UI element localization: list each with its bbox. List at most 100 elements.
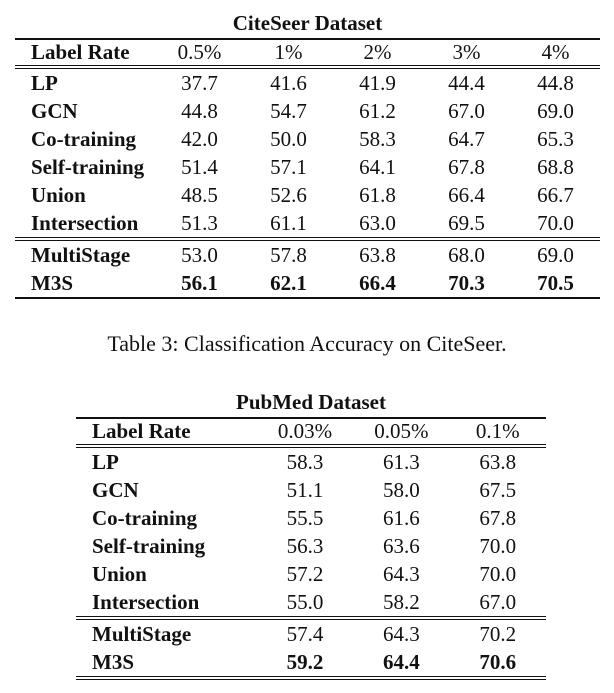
row-label: LP — [31, 70, 58, 95]
cell-value: 69.0 — [537, 242, 574, 267]
table-row-gcn: GCN 51.1 58.0 67.5 — [76, 476, 546, 504]
table-row-m3s: M3S 56.1 62.1 66.4 70.3 70.5 — [15, 269, 600, 298]
table-caption: Table 3: Classification Accuracy on Cite… — [107, 331, 507, 356]
cell-value: 63.8 — [479, 449, 517, 474]
citeseer-table-block: CiteSeer Dataset Label Rate 0.5% 1% 2% 3% 4% LP… — [0, 0, 614, 299]
cell-value: 68.8 — [537, 154, 574, 179]
cell-value: 64.4 — [383, 649, 420, 674]
cell-value: 62.1 — [270, 270, 307, 295]
cell-value: 56.3 — [286, 533, 324, 558]
cell-value: 67.8 — [479, 505, 517, 530]
table-row-intersection: Intersection 51.3 61.1 63.0 69.5 70.0 — [15, 209, 600, 239]
cell-value: 56.1 — [181, 270, 218, 295]
table-row-self-training: Self-training 51.4 57.1 64.1 67.8 68.8 — [15, 153, 600, 181]
cell-value: 63.6 — [383, 533, 420, 558]
table-row-lp: LP 58.3 61.3 63.8 — [76, 446, 546, 476]
cell-value: 57.8 — [270, 242, 307, 267]
citeseer-table-title: CiteSeer Dataset — [232, 11, 383, 35]
citeseer-table: Label Rate 0.5% 1% 2% 3% 4% LP 37.7 41.6 41.9 44.4… — [15, 38, 600, 299]
cell-value: 67.0 — [479, 589, 517, 614]
row-label: Union — [92, 561, 147, 586]
header-rate-0-03: 0.03% — [277, 419, 333, 443]
table-row-gcn: GCN 44.8 54.7 61.2 67.0 69.0 — [15, 97, 600, 125]
pubmed-row-group-1: MultiStage 57.4 64.3 70.2 M3S 59.2 64.4 70.6 — [76, 618, 546, 678]
table-row-co-training: Co-training 42.0 50.0 58.3 64.7 65.3 — [15, 125, 600, 153]
row-label: M3S — [31, 270, 73, 295]
cell-value: 70.5 — [537, 270, 574, 295]
cell-value: 58.0 — [383, 477, 420, 502]
cell-value: 54.7 — [270, 98, 307, 123]
header-rate-0-1: 0.1% — [475, 419, 520, 443]
cell-value: 57.1 — [270, 154, 307, 179]
cell-value: 57.4 — [286, 621, 324, 646]
cell-value: 68.0 — [448, 242, 485, 267]
header-rate-0-5: 0.5% — [177, 40, 222, 64]
cell-value: 61.3 — [383, 449, 420, 474]
row-label: MultiStage — [31, 242, 131, 267]
table-row-union: Union 48.5 52.6 61.8 66.4 66.7 — [15, 181, 600, 209]
cell-value: 70.2 — [479, 621, 517, 646]
table-row-self-training: Self-training 56.3 63.6 70.0 — [76, 532, 546, 560]
cell-value: 44.4 — [448, 70, 485, 95]
pubmed-table: Label Rate 0.03% 0.05% 0.1% LP 58.3 61.3 63.8 GC… — [76, 417, 546, 680]
row-label: MultiStage — [92, 621, 192, 646]
cell-value: 59.2 — [286, 649, 324, 674]
row-label: Self-training — [31, 154, 145, 179]
cell-value: 61.6 — [383, 505, 420, 530]
table-row-multistage: MultiStage 57.4 64.3 70.2 — [76, 618, 546, 648]
header-rate-2: 2% — [363, 40, 392, 64]
cell-value: 42.0 — [181, 126, 218, 151]
row-label: Union — [31, 182, 86, 207]
cell-value: 37.7 — [181, 70, 218, 95]
pubmed-row-group-0: LP 58.3 61.3 63.8 GCN 51.1 58.0 67.5 Co-training… — [76, 446, 546, 618]
cell-value: 51.4 — [181, 154, 218, 179]
row-label: Co-training — [31, 126, 136, 151]
cell-value: 61.8 — [359, 182, 396, 207]
table-row-multistage: MultiStage 53.0 57.8 63.8 68.0 69.0 — [15, 239, 600, 269]
table-row-lp: LP 37.7 41.6 41.9 44.4 44.8 — [15, 67, 600, 97]
citeseer-header-row: Label Rate 0.5% 1% 2% 3% 4% — [15, 39, 600, 67]
header-rate-3: 3% — [452, 40, 481, 64]
row-label: GCN — [31, 98, 78, 123]
cell-value: 61.1 — [270, 210, 307, 235]
cell-value: 70.0 — [479, 561, 517, 586]
cell-value: 70.6 — [479, 649, 517, 674]
pubmed-header-row: Label Rate 0.03% 0.05% 0.1% — [76, 418, 546, 446]
pubmed-table-block: PubMed Dataset Label Rate 0.03% 0.05% 0.1% LP… — [0, 389, 614, 680]
cell-value: 58.2 — [383, 589, 420, 614]
table-row-intersection: Intersection 55.0 58.2 67.0 — [76, 588, 546, 618]
row-label: Intersection — [31, 210, 139, 235]
cell-value: 48.5 — [181, 182, 218, 207]
cell-value: 69.0 — [537, 98, 574, 123]
pubmed-table-title: PubMed Dataset — [236, 390, 386, 414]
row-label: LP — [92, 449, 119, 474]
cell-value: 67.5 — [479, 477, 517, 502]
cell-value: 57.2 — [286, 561, 324, 586]
row-label: Self-training — [92, 533, 206, 558]
cell-value: 51.3 — [181, 210, 218, 235]
cell-value: 70.0 — [479, 533, 517, 558]
cell-value: 66.4 — [359, 270, 396, 295]
table-row-m3s: M3S 59.2 64.4 70.6 — [76, 648, 546, 678]
row-label: Intersection — [92, 589, 200, 614]
table-row-union: Union 57.2 64.3 70.0 — [76, 560, 546, 588]
cell-value: 44.8 — [537, 70, 574, 95]
cell-value: 51.1 — [286, 477, 324, 502]
header-label-rate: Label Rate — [92, 419, 191, 443]
cell-value: 41.9 — [359, 70, 396, 95]
cell-value: 53.0 — [181, 242, 218, 267]
cell-value: 64.3 — [383, 621, 420, 646]
cell-value: 64.7 — [448, 126, 485, 151]
cell-value: 58.3 — [286, 449, 324, 474]
cell-value: 67.8 — [448, 154, 485, 179]
header-rate-4: 4% — [541, 40, 570, 64]
cell-value: 64.1 — [359, 154, 396, 179]
cell-value: 58.3 — [359, 126, 396, 151]
cell-value: 65.3 — [537, 126, 574, 151]
table-row-co-training: Co-training 55.5 61.6 67.8 — [76, 504, 546, 532]
cell-value: 66.7 — [537, 182, 574, 207]
cell-value: 55.0 — [286, 589, 324, 614]
cell-value: 67.0 — [448, 98, 485, 123]
cell-value: 41.6 — [270, 70, 307, 95]
